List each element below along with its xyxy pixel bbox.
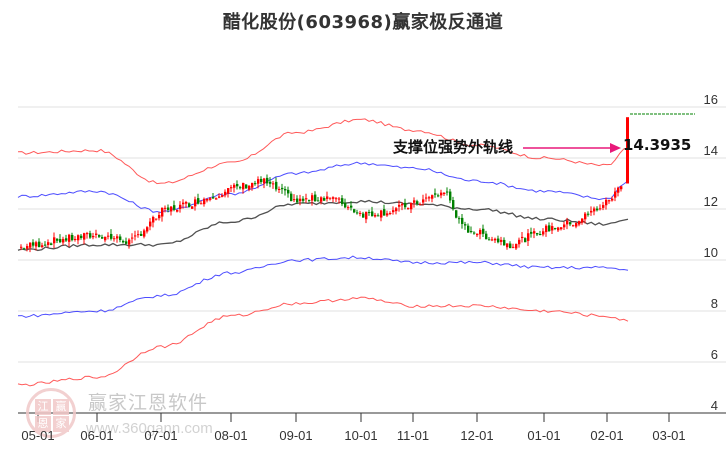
x-tick-label: 06-01 (80, 428, 114, 443)
x-tick-label: 02-01 (590, 428, 624, 443)
annotation-arrow (523, 143, 621, 153)
x-tick-label: 07-01 (144, 428, 178, 443)
annotation-label: 支撑位强势外轨线 (393, 138, 514, 156)
watermark-logo-char: 江 (35, 399, 51, 415)
outer-upper-band-line (17, 118, 629, 185)
x-tick-label: 05-01 (21, 428, 55, 443)
watermark-logo-char: 恩 (35, 416, 51, 432)
inner-upper-band-line (17, 161, 629, 214)
x-tick-label: 09-01 (279, 428, 313, 443)
y-tick-label: 8 (710, 296, 718, 311)
annotation-value: 14.3935 (623, 136, 692, 154)
channel-bands (17, 118, 629, 387)
x-tick-label: 10-01 (344, 428, 378, 443)
outer-lower-band-line (17, 296, 629, 387)
y-tick-label: 10 (703, 245, 718, 260)
y-tick-label: 16 (703, 92, 718, 107)
x-tick-label: 01-01 (527, 428, 561, 443)
y-tick-label: 4 (710, 398, 718, 413)
watermark-brand: 赢家江恩软件 (88, 392, 209, 414)
inner-lower-band-line (17, 255, 629, 318)
x-tick-label: 12-01 (460, 428, 494, 443)
chart-title: 醋化股份(603968)赢家极反通道 (222, 12, 504, 33)
watermark-logo: 江 赢 恩 家 (26, 388, 76, 438)
y-tick-label: 12 (703, 194, 718, 209)
x-tick-label: 03-01 (652, 428, 686, 443)
watermark-url: www.360gann.com (86, 420, 213, 437)
watermark-logo-char: 赢 (53, 399, 69, 415)
watermark-logo-char: 家 (53, 416, 69, 432)
x-tick-label: 11-01 (396, 428, 430, 443)
x-tick-label: 08-01 (214, 428, 248, 443)
y-tick-label: 6 (710, 347, 718, 362)
candles (20, 117, 629, 253)
y-tick-label: 14 (703, 143, 718, 158)
last-candle (626, 117, 629, 184)
middle-line-line (17, 199, 629, 252)
